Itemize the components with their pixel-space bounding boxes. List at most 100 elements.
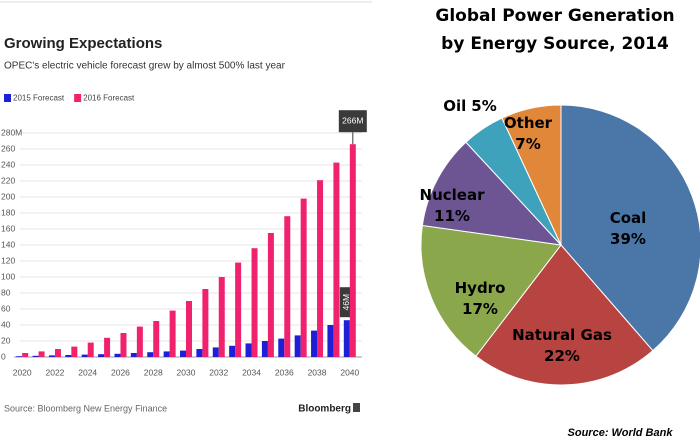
- slice-label: Oil 5%: [443, 97, 497, 115]
- pie-slice: [560, 104, 700, 352]
- y-tick-label: 40: [1, 319, 11, 329]
- y-tick-label: 120: [1, 255, 15, 265]
- y-tick-label: 80: [1, 287, 11, 297]
- bar: [311, 330, 318, 357]
- bar: [130, 353, 137, 357]
- bar: [202, 289, 209, 357]
- x-tick-label: 2036: [275, 367, 294, 377]
- value-label-text: 46M: [341, 294, 351, 311]
- slice-label: Coal 39%: [610, 209, 647, 248]
- bar: [235, 262, 242, 357]
- slice-label: Hydro 17%: [455, 279, 506, 318]
- bar: [48, 355, 55, 357]
- y-tick-label: 20: [1, 335, 11, 345]
- x-tick-label: 2028: [144, 367, 163, 377]
- chart-title: Growing Expectations: [4, 35, 162, 52]
- bar: [114, 353, 121, 357]
- bar: [284, 216, 291, 357]
- slice-name: Natural Gas: [512, 326, 612, 344]
- pie-slice: [420, 224, 562, 357]
- bar: [169, 310, 176, 357]
- bar: [343, 320, 350, 357]
- bar: [267, 233, 274, 357]
- bar: [54, 349, 61, 357]
- bar: [229, 345, 236, 357]
- y-tick-label: 140: [1, 239, 15, 249]
- y-tick-label: 0: [1, 351, 6, 361]
- bar: [294, 335, 301, 357]
- x-tick-label: 2034: [242, 367, 261, 377]
- slice-name: Other: [504, 114, 553, 132]
- y-tick-label: 60: [1, 303, 11, 313]
- slice-value: 5%: [471, 97, 496, 115]
- legend-swatch: [4, 94, 11, 102]
- bar: [163, 351, 170, 357]
- bar: [16, 356, 23, 357]
- slice-value: 7%: [515, 135, 540, 153]
- slice-name: Coal: [610, 209, 647, 227]
- bar: [153, 321, 160, 357]
- brand-icon: [353, 403, 360, 412]
- y-tick-label: 160: [1, 223, 15, 233]
- y-tick-label: 180: [1, 207, 15, 217]
- bar: [196, 349, 203, 357]
- x-tick-label: 2038: [308, 367, 327, 377]
- bar: [251, 248, 258, 357]
- bar: [98, 354, 105, 357]
- slice-value: 39%: [610, 230, 646, 248]
- x-tick-label: 2032: [209, 367, 228, 377]
- bar: [81, 354, 88, 357]
- bar: [180, 350, 186, 357]
- bar: [38, 351, 45, 357]
- pie-slice: [475, 244, 654, 386]
- bar: [317, 180, 324, 357]
- legend-label: 2015 Forecast: [13, 94, 65, 103]
- pie-slice: [421, 141, 563, 246]
- y-tick-label: 260: [1, 143, 15, 153]
- slice-value: 11%: [434, 207, 470, 225]
- bar: [245, 343, 252, 357]
- brand: Bloomberg: [298, 404, 351, 415]
- x-tick-label: 2024: [78, 367, 97, 377]
- legend-label: 2016 Forecast: [83, 94, 135, 103]
- bar: [261, 341, 268, 357]
- bar: [278, 338, 285, 357]
- bar: [218, 277, 225, 357]
- x-tick-label: 2026: [111, 367, 130, 377]
- bar: [87, 342, 94, 357]
- bar: [327, 325, 334, 357]
- bar: [333, 162, 340, 357]
- x-tick-label: 2040: [340, 367, 359, 377]
- bar: [349, 144, 356, 357]
- bar: [147, 352, 154, 357]
- chart-title: Global Power Generation by Energy Source…: [435, 6, 675, 54]
- bar: [186, 301, 192, 357]
- source: Source: Bloomberg New Energy Finance: [4, 403, 167, 413]
- y-tick-label: 240: [1, 159, 15, 169]
- slice-value: 17%: [462, 300, 498, 318]
- y-tick-label: 200: [1, 191, 15, 201]
- bar: [120, 333, 127, 357]
- bar: [212, 347, 219, 357]
- label-box: [338, 110, 367, 133]
- value-label-text: 266M: [342, 115, 363, 125]
- bar: [136, 326, 143, 357]
- x-tick-label: 2030: [177, 367, 196, 377]
- bar: [104, 337, 111, 357]
- y-tick-label: 220: [1, 175, 15, 185]
- slice-label: Natural Gas 22%: [512, 326, 612, 365]
- bar: [22, 353, 29, 357]
- bar: [32, 355, 39, 357]
- x-tick-label: 2022: [45, 367, 64, 377]
- slice-label: Nuclear 11%: [420, 186, 486, 225]
- bar: [71, 346, 78, 357]
- legend-swatch: [74, 94, 82, 102]
- slice-name: Oil: [443, 97, 466, 115]
- slice-label: Other 7%: [504, 114, 553, 153]
- pie-slice: [501, 104, 562, 246]
- bar: [65, 355, 72, 357]
- y-tick-label: 100: [1, 271, 15, 281]
- bar: [300, 198, 307, 357]
